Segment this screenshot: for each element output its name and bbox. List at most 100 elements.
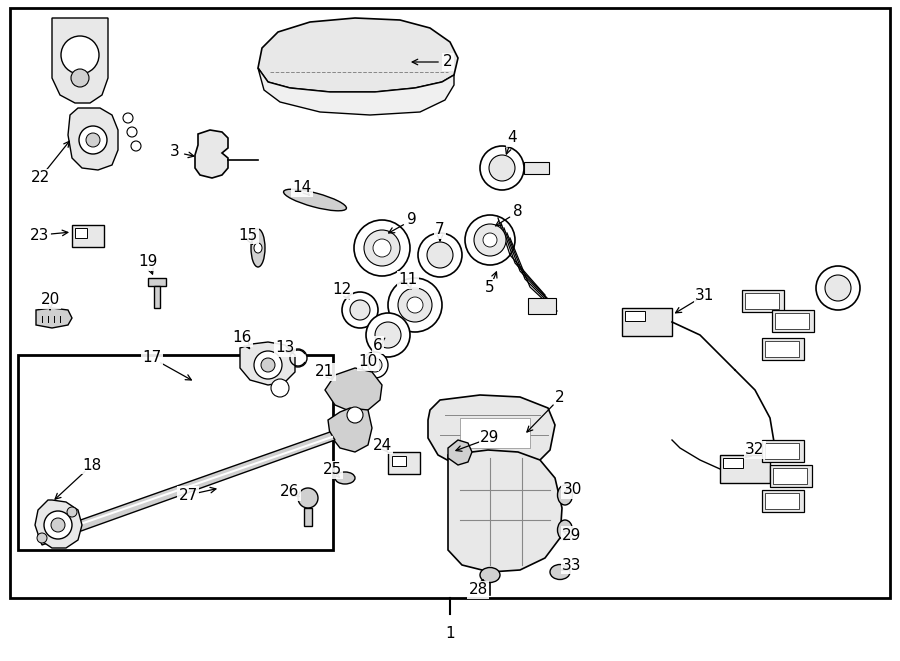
Circle shape — [67, 507, 77, 517]
Text: 15: 15 — [238, 227, 257, 243]
Text: 17: 17 — [142, 350, 162, 366]
Bar — [742, 290, 784, 312]
Bar — [770, 465, 812, 487]
Polygon shape — [325, 368, 382, 412]
Ellipse shape — [284, 189, 346, 211]
Polygon shape — [240, 342, 295, 385]
Polygon shape — [38, 432, 335, 545]
Circle shape — [289, 349, 307, 367]
Circle shape — [79, 126, 107, 154]
Bar — [762, 490, 804, 512]
Polygon shape — [428, 395, 555, 472]
Polygon shape — [258, 18, 458, 92]
Bar — [765, 493, 799, 509]
Circle shape — [298, 488, 318, 508]
Circle shape — [816, 266, 860, 310]
Circle shape — [373, 239, 391, 257]
Text: 21: 21 — [315, 364, 335, 379]
Text: 18: 18 — [83, 457, 102, 473]
Circle shape — [368, 358, 382, 372]
Polygon shape — [52, 18, 108, 103]
Ellipse shape — [335, 472, 355, 484]
Bar — [18, 355, 333, 550]
Bar — [392, 456, 406, 466]
Text: 31: 31 — [696, 288, 715, 303]
Bar — [10, 8, 890, 598]
Circle shape — [86, 133, 100, 147]
Text: 26: 26 — [280, 485, 300, 500]
Polygon shape — [258, 68, 454, 115]
Bar — [304, 508, 312, 526]
Bar — [625, 311, 645, 321]
Circle shape — [407, 297, 423, 313]
Text: 33: 33 — [562, 557, 581, 572]
Polygon shape — [195, 130, 228, 178]
Ellipse shape — [254, 243, 262, 253]
Ellipse shape — [557, 520, 572, 540]
Bar — [148, 278, 166, 286]
Circle shape — [480, 146, 524, 190]
Text: 29: 29 — [562, 527, 581, 543]
Text: 5: 5 — [485, 280, 495, 295]
Text: 9: 9 — [407, 212, 417, 227]
Circle shape — [123, 113, 133, 123]
Circle shape — [347, 407, 363, 423]
Text: 32: 32 — [745, 442, 765, 457]
Text: 1: 1 — [446, 627, 454, 641]
Text: 24: 24 — [373, 438, 392, 453]
Ellipse shape — [557, 485, 572, 505]
Bar — [720, 455, 770, 483]
Circle shape — [354, 220, 410, 276]
Text: 8: 8 — [513, 204, 523, 219]
Circle shape — [271, 379, 289, 397]
Ellipse shape — [251, 229, 265, 267]
Text: 6: 6 — [374, 338, 382, 352]
Polygon shape — [328, 408, 372, 452]
Text: 10: 10 — [358, 354, 378, 369]
Text: 2: 2 — [443, 54, 453, 69]
Circle shape — [254, 351, 282, 379]
Bar — [75, 228, 87, 238]
Text: 16: 16 — [232, 330, 252, 346]
Circle shape — [261, 358, 275, 372]
Circle shape — [362, 352, 388, 378]
Circle shape — [71, 69, 89, 87]
Text: 13: 13 — [275, 340, 294, 356]
Circle shape — [350, 300, 370, 320]
Text: 28: 28 — [468, 582, 488, 598]
Bar — [460, 418, 530, 448]
Circle shape — [366, 313, 410, 357]
Bar — [72, 225, 104, 247]
Text: 4: 4 — [508, 130, 517, 145]
Text: 19: 19 — [139, 254, 158, 270]
Circle shape — [388, 278, 442, 332]
Circle shape — [398, 288, 432, 322]
Bar — [622, 308, 672, 336]
Circle shape — [127, 127, 137, 137]
Circle shape — [61, 36, 99, 74]
Circle shape — [131, 141, 141, 151]
Circle shape — [427, 242, 453, 268]
Text: 23: 23 — [31, 227, 50, 243]
Text: 12: 12 — [332, 282, 352, 297]
Ellipse shape — [480, 568, 500, 582]
Bar — [773, 468, 807, 484]
Circle shape — [825, 275, 851, 301]
Bar — [528, 298, 556, 314]
Bar — [775, 313, 809, 329]
Bar — [745, 293, 779, 309]
Text: 3: 3 — [170, 145, 180, 159]
Circle shape — [342, 292, 378, 328]
Circle shape — [465, 215, 515, 265]
Polygon shape — [448, 450, 562, 572]
Bar — [762, 338, 804, 360]
Text: 7: 7 — [436, 223, 445, 237]
Text: 2: 2 — [555, 391, 565, 405]
Polygon shape — [68, 108, 118, 170]
Circle shape — [375, 322, 401, 348]
Circle shape — [37, 533, 47, 543]
Text: 29: 29 — [481, 430, 500, 446]
Bar — [765, 443, 799, 459]
Bar — [772, 310, 814, 332]
Polygon shape — [36, 308, 72, 328]
